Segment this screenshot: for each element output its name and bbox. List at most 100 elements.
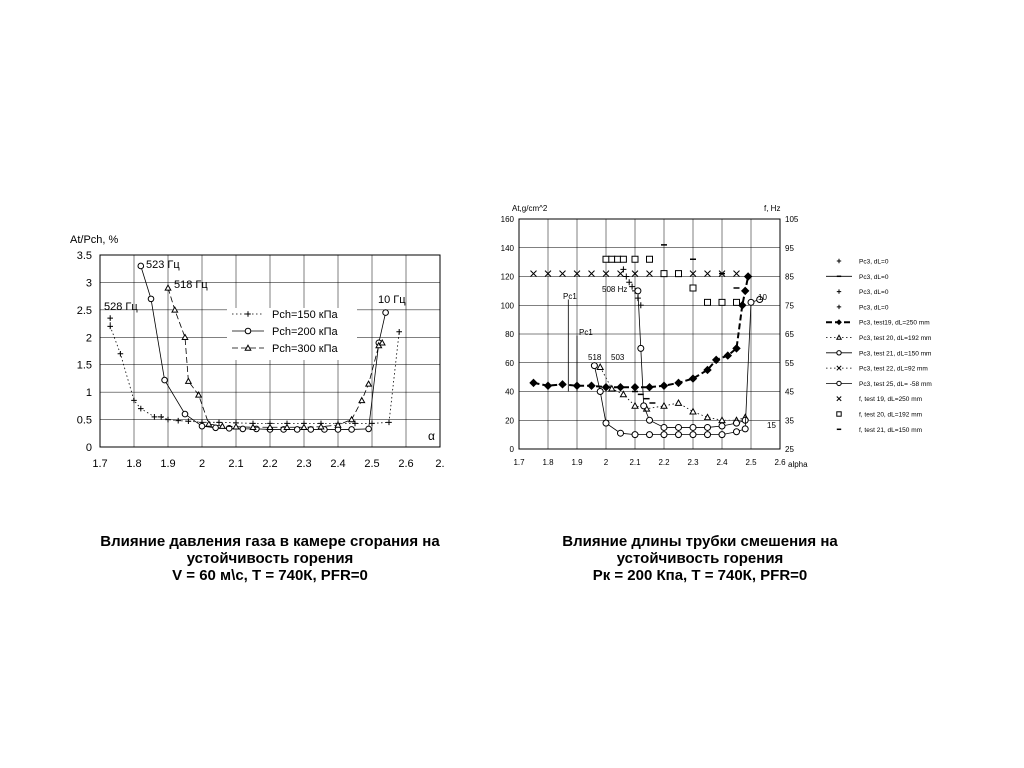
right-data-point <box>634 287 642 295</box>
right-data-point <box>543 381 553 390</box>
right-data-point <box>602 270 610 277</box>
right-y-tick-label-right: 35 <box>785 416 794 425</box>
right-y-tick-label-right: 65 <box>785 330 794 339</box>
right-legend-label: Pc3, test 21, dL=150 mm <box>859 350 931 357</box>
right-legend-label: Pc3, dL=0 <box>859 289 889 296</box>
right-data-point <box>732 344 741 353</box>
right-annotation: 503 <box>611 353 625 362</box>
left-y-tick-label: 3 <box>86 277 92 289</box>
right-caption-line-1: Влияние длины трубки смешения на <box>562 533 838 550</box>
left-series-3 <box>164 284 386 430</box>
left-x-tick-label: 2.6 <box>398 458 413 470</box>
right-data-point <box>689 423 697 431</box>
right-data-point <box>637 344 645 352</box>
right-legend-label: Pc3, dL=0 <box>859 274 889 281</box>
right-caption: Влияние длины трубки смешения на устойчи… <box>500 533 900 584</box>
right-data-point <box>660 270 668 278</box>
right-data-point <box>723 351 733 360</box>
left-data-point <box>185 418 192 425</box>
right-data-point <box>718 431 726 439</box>
right-data-point <box>703 413 712 421</box>
left-data-point <box>158 414 164 420</box>
right-x-tick-label: 2 <box>604 458 609 467</box>
right-data-point <box>645 382 654 392</box>
right-data-point <box>718 298 726 306</box>
left-x-tick-label: 2.4 <box>330 458 345 470</box>
right-x-tick-label: 2.1 <box>629 458 641 467</box>
right-legend-marker <box>836 304 842 310</box>
right-series-8 <box>602 255 740 306</box>
right-chart: 1.7 1.8 1.9 2 2.1 2.2 2.3 2.4 2.5 2.6 0 20 40 60 80 100… <box>501 204 932 469</box>
right-data-point <box>733 298 740 306</box>
left-data-point <box>164 284 172 291</box>
right-legend: Pc3, dL=0 Pc3, dL=0 Pc3, dL=0 Pc3, dL=0 Pc3,… <box>826 259 932 434</box>
left-data-point <box>347 415 356 423</box>
left-data-point <box>198 422 206 430</box>
left-legend-marker <box>244 327 252 335</box>
left-y-tick-label: 0 <box>86 442 92 454</box>
left-data-point <box>165 416 171 423</box>
left-caption-line-2: устойчивость горения <box>186 550 354 567</box>
left-data-point <box>181 410 189 418</box>
right-data-point <box>629 283 636 290</box>
right-x-tick-label: 2.6 <box>774 458 786 467</box>
right-legend-label: Pc3, dL=0 <box>859 304 889 311</box>
left-x-tick-label: 2.1 <box>228 458 243 470</box>
left-data-point <box>300 423 308 430</box>
left-data-point <box>147 295 155 303</box>
left-data-point <box>348 426 355 433</box>
left-x-tick-label: 2.5 <box>364 458 379 470</box>
right-x-tick-label: 1.8 <box>542 458 554 467</box>
left-data-point <box>334 421 342 428</box>
right-legend-label: Pc3, test 20, dL=192 mm <box>859 335 931 342</box>
right-series-7 <box>530 270 740 277</box>
right-data-point <box>689 284 697 292</box>
right-y-tick-label-right: 55 <box>785 359 794 368</box>
right-legend-marker <box>836 411 842 417</box>
left-data-point <box>225 425 233 432</box>
left-x-tick-label: 1.9 <box>160 458 175 470</box>
right-data-point <box>711 355 721 365</box>
right-data-point <box>741 425 749 433</box>
right-data-point <box>608 255 616 263</box>
right-legend-label: Pc3, test 22, dL=92 mm <box>859 366 928 373</box>
right-x-tick-label: 2.5 <box>745 458 757 467</box>
right-data-point <box>733 270 740 277</box>
right-caption-line-3: Рк = 200 Кпа, T = 740К, PFR=0 <box>592 567 808 584</box>
left-legend-marker <box>244 344 252 351</box>
right-series-5 <box>634 287 749 431</box>
left-y-axis-label: At/Pch, % <box>70 234 119 246</box>
right-legend-marker <box>836 319 842 326</box>
right-data-point <box>660 401 668 409</box>
left-data-point <box>184 377 193 384</box>
right-data-point <box>689 431 697 439</box>
right-legend-marker <box>836 365 842 371</box>
right-legend-marker <box>836 350 842 356</box>
right-data-point <box>646 416 653 424</box>
right-y-axis-label-right: f, Hz <box>764 204 780 213</box>
right-data-point <box>590 362 598 370</box>
left-data-point <box>107 315 113 321</box>
right-data-point <box>623 273 630 280</box>
right-legend-label: Pc3, dL=0 <box>859 259 889 266</box>
left-data-point <box>218 422 227 429</box>
right-y-tick-label-left: 0 <box>510 445 515 454</box>
left-data-point <box>151 414 158 420</box>
left-annotation: 523 Гц <box>146 259 180 271</box>
right-y-tick-label-left: 80 <box>505 330 514 339</box>
left-chart: 1.7 1.8 1.9 2 2.1 2.2 2.3 2.4 2.5 2.6 2. 0 0.5 1 1.5 2 2… <box>70 234 445 470</box>
left-caption-line-3: V = 60 м\с, T = 740К, PFR=0 <box>172 567 368 584</box>
right-data-point <box>675 423 682 431</box>
right-data-point <box>630 382 640 392</box>
left-legend-marker <box>245 311 251 317</box>
left-data-point <box>266 423 274 430</box>
right-data-point <box>616 382 625 392</box>
right-data-point <box>704 270 711 277</box>
right-legend-marker <box>836 380 842 387</box>
left-legend-label: Pch=300 кПа <box>272 343 339 355</box>
left-x-tick-label: 2.3 <box>296 458 311 470</box>
right-y-tick-label-left: 60 <box>505 359 514 368</box>
right-data-point <box>689 270 697 277</box>
right-data-point <box>704 298 711 306</box>
